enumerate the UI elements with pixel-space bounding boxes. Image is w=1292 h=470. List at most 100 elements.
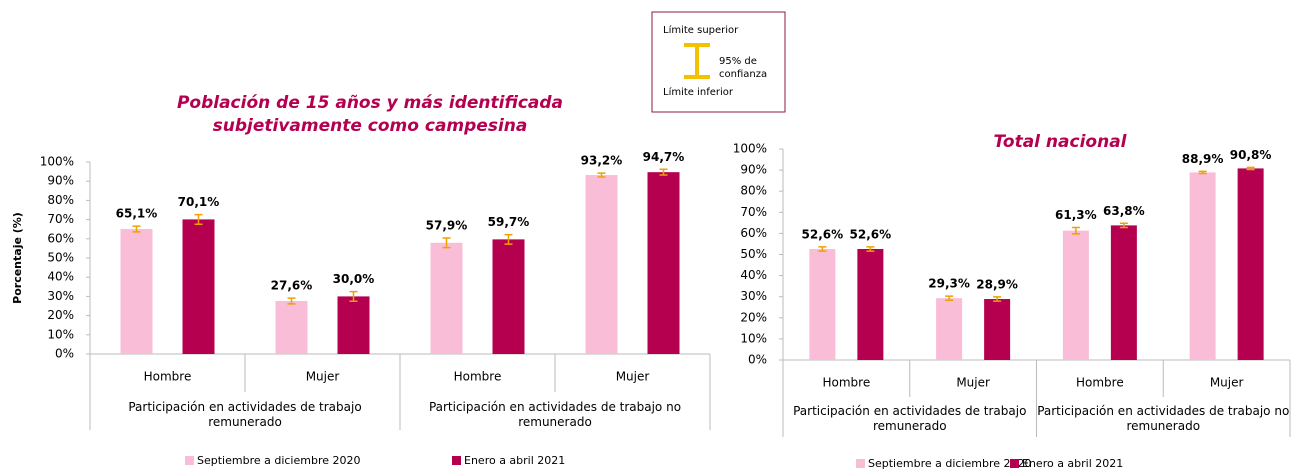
x-tick-label: Mujer: [616, 370, 650, 384]
bar: [809, 249, 836, 360]
error-bar: [1246, 166, 1255, 171]
bar: [430, 242, 463, 354]
error-bar: [132, 225, 141, 233]
value-label: 57,9%: [426, 219, 468, 233]
y-tick-label: 70%: [740, 205, 767, 219]
value-label: 70,1%: [178, 195, 220, 209]
ci-upper: Límite superior: [663, 24, 739, 36]
y-tick-label: 30%: [47, 289, 74, 303]
x-tick-label: Hombre: [1076, 376, 1124, 390]
bar: [1110, 225, 1137, 360]
y-tick-label: 80%: [740, 184, 767, 198]
ci-confidence: confianza: [719, 69, 767, 80]
y-tick-label: 20%: [740, 310, 767, 324]
y-tick-label: 30%: [740, 289, 767, 303]
value-label: 52,6%: [850, 227, 892, 241]
bar: [585, 175, 618, 354]
value-label: 65,1%: [116, 207, 158, 221]
x-tick-label: Mujer: [1210, 376, 1244, 390]
legend-label: Septiembre a diciembre 2020: [868, 457, 1032, 470]
value-label: 88,9%: [1182, 152, 1224, 166]
group-label: Participación en actividades de trabajo …: [1037, 404, 1290, 433]
ci-legend-box: [651, 11, 786, 113]
error-bar: [659, 168, 668, 176]
bar: [984, 299, 1011, 360]
y-tick-label: 50%: [47, 251, 74, 265]
error-bar: [1071, 226, 1080, 235]
value-label: 90,8%: [1230, 148, 1272, 162]
y-tick-label: 80%: [47, 193, 74, 207]
legend-label: Enero a abril 2021: [464, 454, 565, 467]
chart-title: Total nacional: [993, 132, 1127, 152]
value-label: 28,9%: [976, 277, 1018, 291]
value-label: 29,3%: [928, 277, 970, 291]
x-tick-label: Hombre: [454, 370, 502, 384]
x-tick-label: Hombre: [144, 370, 192, 384]
bar: [1237, 168, 1264, 360]
value-label: 30,0%: [333, 272, 375, 286]
error-bar: [1119, 222, 1128, 229]
legend-swatch: [185, 456, 194, 465]
y-tick-label: 50%: [740, 247, 767, 261]
error-bar: [1198, 170, 1207, 175]
bar: [1189, 172, 1216, 360]
error-bar: [597, 172, 606, 178]
y-tick-label: 40%: [47, 270, 74, 284]
legend-label: Septiembre a diciembre 2020: [197, 454, 361, 467]
error-bar: [504, 233, 513, 245]
legend-swatch: [452, 456, 461, 465]
y-tick-label: 10%: [47, 327, 74, 341]
x-tick-label: Hombre: [823, 376, 871, 390]
y-tick-label: 90%: [740, 163, 767, 177]
bar: [275, 301, 308, 354]
ci-confidence: 95% de: [719, 56, 757, 67]
value-label: 52,6%: [802, 227, 844, 241]
y-tick-label: 60%: [47, 231, 74, 245]
bar: [337, 296, 370, 354]
bar: [120, 229, 153, 354]
y-tick-label: 100%: [733, 142, 767, 156]
error-bar: [945, 295, 954, 302]
value-label: 94,7%: [643, 150, 685, 164]
error-bar: [442, 237, 451, 249]
bar: [182, 219, 215, 354]
value-label: 61,3%: [1055, 208, 1097, 222]
error-bar: [866, 246, 875, 252]
y-tick-label: 90%: [47, 174, 74, 188]
bar: [1062, 230, 1089, 360]
x-tick-label: Mujer: [956, 376, 990, 390]
group-label: Participación en actividades de trabajo …: [793, 404, 1027, 433]
y-tick-label: 60%: [740, 226, 767, 240]
bar: [492, 239, 525, 354]
y-tick-label: 0%: [748, 353, 767, 367]
error-bar: [349, 290, 358, 302]
error-bar: [287, 297, 296, 305]
error-bar: [194, 213, 203, 225]
group-label: Participación en actividades de trabajo …: [428, 400, 682, 429]
y-tick-label: 10%: [740, 331, 767, 345]
bar: [936, 298, 963, 360]
chart-title: Población de 15 años y más identificada …: [176, 93, 564, 136]
value-label: 93,2%: [581, 154, 623, 168]
y-axis-label: Porcentaje (%): [11, 212, 24, 304]
value-label: 27,6%: [271, 279, 313, 293]
y-tick-label: 100%: [40, 155, 74, 169]
value-label: 63,8%: [1103, 204, 1145, 218]
bar: [857, 249, 884, 360]
legend-swatch: [856, 459, 865, 468]
error-bar: [993, 296, 1002, 302]
bar: [647, 172, 680, 354]
y-tick-label: 70%: [47, 212, 74, 226]
legend-label: Enero a abril 2021: [1022, 457, 1123, 470]
x-tick-label: Mujer: [306, 370, 340, 384]
ci-lower: Límite inferior: [663, 86, 734, 98]
group-label: Participación en actividades de trabajo …: [128, 400, 362, 429]
y-tick-label: 0%: [55, 347, 74, 361]
legend-swatch: [1010, 459, 1019, 468]
y-tick-label: 40%: [740, 268, 767, 282]
value-label: 59,7%: [488, 215, 530, 229]
error-bar: [818, 246, 827, 252]
y-tick-label: 20%: [47, 308, 74, 322]
